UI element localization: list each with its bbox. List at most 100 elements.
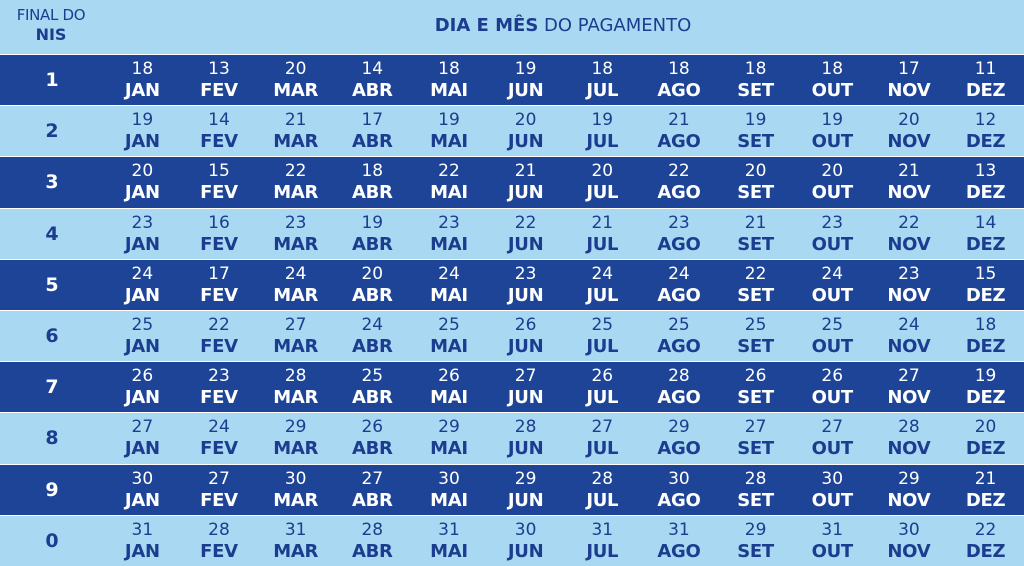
payment-date-cell: 16 FEV (181, 209, 258, 259)
nis-final-digit: 5 (45, 273, 59, 296)
payment-month: AGO (657, 489, 701, 511)
payment-date-cell: 30 MAI (411, 465, 488, 515)
payment-day: 24 (591, 263, 614, 284)
payment-month: MAR (273, 182, 319, 204)
payment-day: 27 (744, 417, 767, 438)
payment-month: FEV (200, 182, 238, 204)
payment-day: 27 (131, 417, 154, 438)
payment-date-cell: 20 MAR (257, 55, 334, 105)
payment-date-cell: 26 JUN (487, 311, 564, 361)
payment-day: 24 (131, 263, 154, 284)
payment-day: 22 (744, 263, 767, 284)
payment-day: 29 (514, 468, 537, 489)
final-do-label: FINAL DO (16, 6, 86, 24)
table-row: 3 20 JAN 15 FEV 22 MAR 18 ABR 22 MAI 21 JUN 20 JUL 22 AG… (0, 156, 1024, 208)
payment-day: 15 (974, 263, 997, 284)
nis-label: NIS (35, 25, 67, 44)
payment-day: 26 (514, 315, 537, 336)
payment-date-cell: 19 JAN (104, 106, 181, 156)
payment-day: 17 (361, 110, 384, 131)
payment-day: 24 (284, 263, 307, 284)
payment-date-cell: 26 OUT (794, 362, 871, 412)
payment-date-cell: 20 JUL (564, 157, 641, 207)
payment-date-cell: 28 NOV (871, 413, 948, 463)
payment-month: DEZ (965, 438, 1006, 460)
payment-month: FEV (200, 284, 238, 306)
payment-month: JUN (507, 284, 544, 306)
payment-month: JAN (124, 489, 160, 511)
payment-date-cell: 25 AGO (641, 311, 718, 361)
nis-final-digit: 2 (45, 120, 59, 143)
payment-day: 21 (974, 468, 997, 489)
payment-day: 26 (361, 417, 384, 438)
payment-date-cell: 30 MAR (257, 465, 334, 515)
payment-day: 31 (284, 519, 307, 540)
payment-month: MAR (273, 489, 319, 511)
payment-date-cell: 31 MAI (411, 516, 488, 566)
payment-date-cell: 21 MAR (257, 106, 334, 156)
payment-date-cell: 28 MAR (257, 362, 334, 412)
payment-day: 23 (821, 212, 844, 233)
payment-month: OUT (811, 489, 854, 511)
payment-date-cell: 14 ABR (334, 55, 411, 105)
payment-date-cell: 24 FEV (181, 413, 258, 463)
payment-date-cell: 26 JUL (564, 362, 641, 412)
payment-day: 19 (821, 110, 844, 131)
payment-date-cell: 12 DEZ (947, 106, 1024, 156)
payment-date-cell: 14 DEZ (947, 209, 1024, 259)
payment-date-cell: 28 AGO (641, 362, 718, 412)
payment-month: MAR (273, 336, 319, 358)
payment-month: FEV (200, 336, 238, 358)
payment-date-cell: 24 JUL (564, 260, 641, 310)
payment-month: AGO (657, 336, 701, 358)
payment-day: 26 (821, 366, 844, 387)
payment-day: 23 (514, 263, 537, 284)
payment-month: JUL (586, 489, 619, 511)
table-row: 2 19 JAN 14 FEV 21 MAR 17 ABR 19 MAI 20 JUN 19 JUL 21 AG… (0, 105, 1024, 157)
payment-date-cell: 19 ABR (334, 209, 411, 259)
payment-date-cell: 19 OUT (794, 106, 871, 156)
payment-month: JAN (124, 182, 160, 204)
payment-day: 21 (898, 161, 920, 182)
payment-day: 14 (361, 59, 384, 80)
payment-day: 29 (898, 468, 920, 489)
payment-date-cell: 26 MAI (411, 362, 488, 412)
payment-month: MAR (273, 284, 319, 306)
payment-date-cell: 21 SET (717, 209, 794, 259)
nis-final-digit: 3 (45, 171, 59, 194)
payment-month: MAI (430, 182, 468, 204)
payment-date-cell: 13 DEZ (947, 157, 1024, 207)
payment-month: FEV (200, 489, 238, 511)
payment-month: DEZ (965, 336, 1006, 358)
payment-month: AGO (657, 233, 701, 255)
payment-month: JUN (507, 233, 544, 255)
payment-date-cell: 21 JUL (564, 209, 641, 259)
table-row: 5 24 JAN 17 FEV 24 MAR 20 ABR 24 MAI 23 JUN 24 JUL 24 AG… (0, 258, 1024, 310)
payment-date-cell: 28 ABR (334, 516, 411, 566)
payment-day: 11 (974, 59, 997, 80)
payment-day: 28 (668, 366, 690, 387)
payment-month: JAN (124, 438, 160, 460)
payment-month: MAI (430, 438, 468, 460)
payment-day: 21 (744, 212, 767, 233)
payment-date-cell: 27 ABR (334, 465, 411, 515)
payment-month: DEZ (965, 80, 1006, 102)
payment-date-cell: 24 MAI (411, 260, 488, 310)
payment-day: 18 (668, 59, 690, 80)
payment-date-cell: 19 JUL (564, 106, 641, 156)
payment-day: 20 (284, 59, 307, 80)
payment-day: 26 (438, 366, 460, 387)
payment-day: 23 (668, 212, 690, 233)
payment-month: OUT (811, 438, 854, 460)
payment-day: 20 (821, 161, 844, 182)
payment-day: 30 (898, 519, 920, 540)
payment-day: 20 (974, 417, 997, 438)
payment-date-cell: 24 JAN (104, 260, 181, 310)
payment-date-cell: 23 FEV (181, 362, 258, 412)
payment-day: 24 (208, 417, 230, 438)
payment-day: 21 (514, 161, 537, 182)
payment-month: ABR (351, 387, 393, 409)
payment-date-cell: 27 JUN (487, 362, 564, 412)
payment-month: NOV (887, 489, 931, 511)
payment-month: NOV (887, 284, 931, 306)
